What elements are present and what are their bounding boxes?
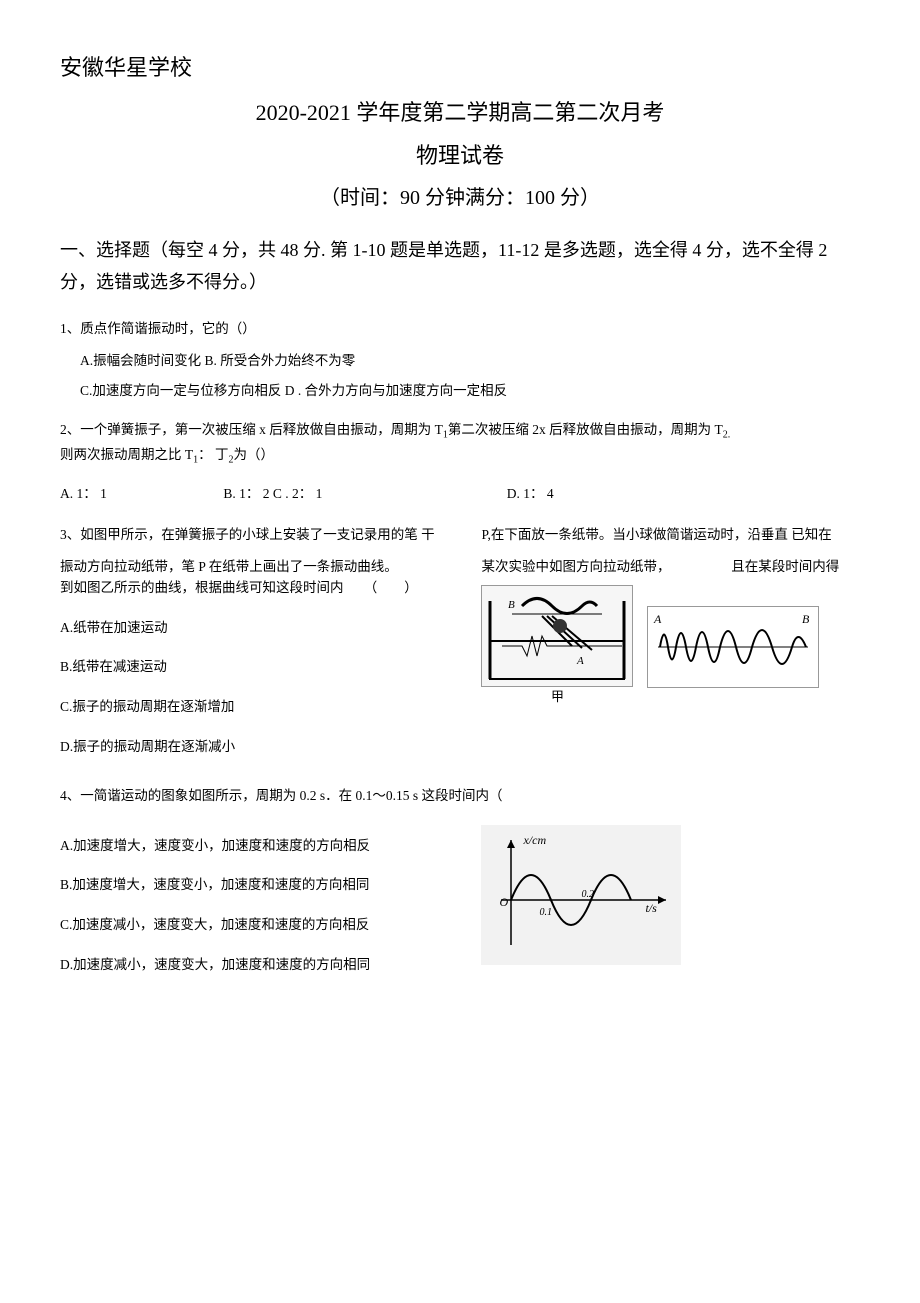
q4-block: A.加速度增大，速度变小，加速度和速度的方向相反 B.加速度增大，速度变小，加速…	[60, 817, 860, 985]
q3-opt-c: C.振子的振动周期在逐渐增加	[60, 696, 457, 718]
q2-opt-a: A. 1： 1	[60, 483, 220, 505]
device-svg: B A	[482, 586, 632, 686]
q4-opt-d: D.加速度减小，速度变大，加速度和速度的方向相同	[60, 954, 457, 976]
q2-stem-a: 2、一个弹簧振子，第一次被压缩 x 后释放做自由振动，周期为 T	[60, 422, 443, 437]
wave-svg: A B	[648, 607, 818, 687]
q3-opt-d: D.振子的振动周期在逐渐减小	[60, 736, 457, 758]
q3-opt-b: B.纸带在减速运动	[60, 656, 457, 678]
q2-sub2: 2.	[723, 430, 731, 441]
q4-tick-01: 0.1	[539, 905, 552, 921]
q3-figure-wave: A B	[647, 606, 819, 688]
q3-left1: 3、如图甲所示，在弹簧振子的小球上安装了一支记录用的笔 干	[60, 524, 457, 546]
q4-x-label: t/s	[645, 899, 656, 918]
q4-stem: 4、一简谐运动的图象如图所示，周期为 0.2 s．在 0.1～0.15 s 这段…	[60, 785, 860, 807]
q4-tick-02: 0.2	[581, 887, 594, 903]
q4-origin: O	[499, 893, 508, 912]
q2-opt-d: D. 1： 4	[507, 483, 647, 505]
q3-fig-caption-jia: 甲	[551, 687, 564, 708]
q2-stem-e: 为（）	[234, 447, 275, 462]
q2-stem: 2、一个弹簧振子，第一次被压缩 x 后释放做自由振动，周期为 T1第二次被压缩 …	[60, 419, 860, 468]
q2-stem-b: 第二次被压缩 2x 后释放做自由振动，周期为 T	[448, 422, 723, 437]
exam-title: 2020-2021 学年度第二学期高二第二次月考	[60, 95, 860, 130]
q3-left3: 到如图乙所示的曲线，根据曲线可知这段时间内 （ ）	[60, 577, 457, 599]
q4-opt-a: A.加速度增大，速度变小，加速度和速度的方向相反	[60, 835, 457, 857]
svg-text:B: B	[508, 599, 515, 611]
q3-left2: 振动方向拉动纸带，笔 P 在纸带上画出了一条振动曲线。	[60, 556, 457, 578]
q3-block: 3、如图甲所示，在弹簧振子的小球上安装了一支记录用的笔 干 振动方向拉动纸带，笔…	[60, 518, 860, 767]
q4-opt-b: B.加速度增大，速度变小，加速度和速度的方向相同	[60, 874, 457, 896]
q4-y-label: x/cm	[523, 831, 546, 850]
q3-right2: 某次实验中如图方向拉动纸带， 且在某段时间内得	[481, 556, 860, 578]
q2-stem-c: 则两次振动周期之比 T	[60, 447, 193, 462]
q3-figure: B A 甲 A B	[481, 585, 860, 708]
q2-opt-bc: B. 1： 2 C . 2： 1	[223, 483, 443, 505]
exam-time: （时间：90 分钟满分：100 分）	[60, 182, 860, 214]
q3-right1: P,在下面放一条纸带。当小球做简谐运动时，沿垂直 已知在	[481, 524, 860, 546]
q2-options: A. 1： 1 B. 1： 2 C . 2： 1 D. 1： 4	[60, 483, 860, 505]
svg-text:B: B	[802, 612, 810, 626]
q1-stem: 1、质点作简谐振动时，它的（）	[60, 318, 860, 340]
svg-text:A: A	[576, 655, 584, 667]
svg-text:A: A	[653, 612, 662, 626]
q4-figure: x/cm O 0.1 0.2 t/s	[481, 825, 681, 965]
exam-subject: 物理试卷	[60, 138, 860, 173]
school-name: 安徽华星学校	[60, 50, 860, 85]
q3-opt-a: A.纸带在加速运动	[60, 617, 457, 639]
q4-opt-c: C.加速度减小，速度变大，加速度和速度的方向相反	[60, 914, 457, 936]
q2-stem-d: ： 丁	[198, 447, 228, 462]
q1-opt-cd: C.加速度方向一定与位移方向相反 D . 合外力方向与加速度方向一定相反	[80, 380, 860, 402]
section-instructions: 一、选择题（每空 4 分，共 48 分. 第 1-10 题是单选题，11-12 …	[60, 234, 860, 299]
q1-opt-ab: A.振幅会随时间变化 B. 所受合外力始终不为零	[80, 350, 860, 372]
q3-figure-device: B A 甲	[481, 585, 633, 708]
